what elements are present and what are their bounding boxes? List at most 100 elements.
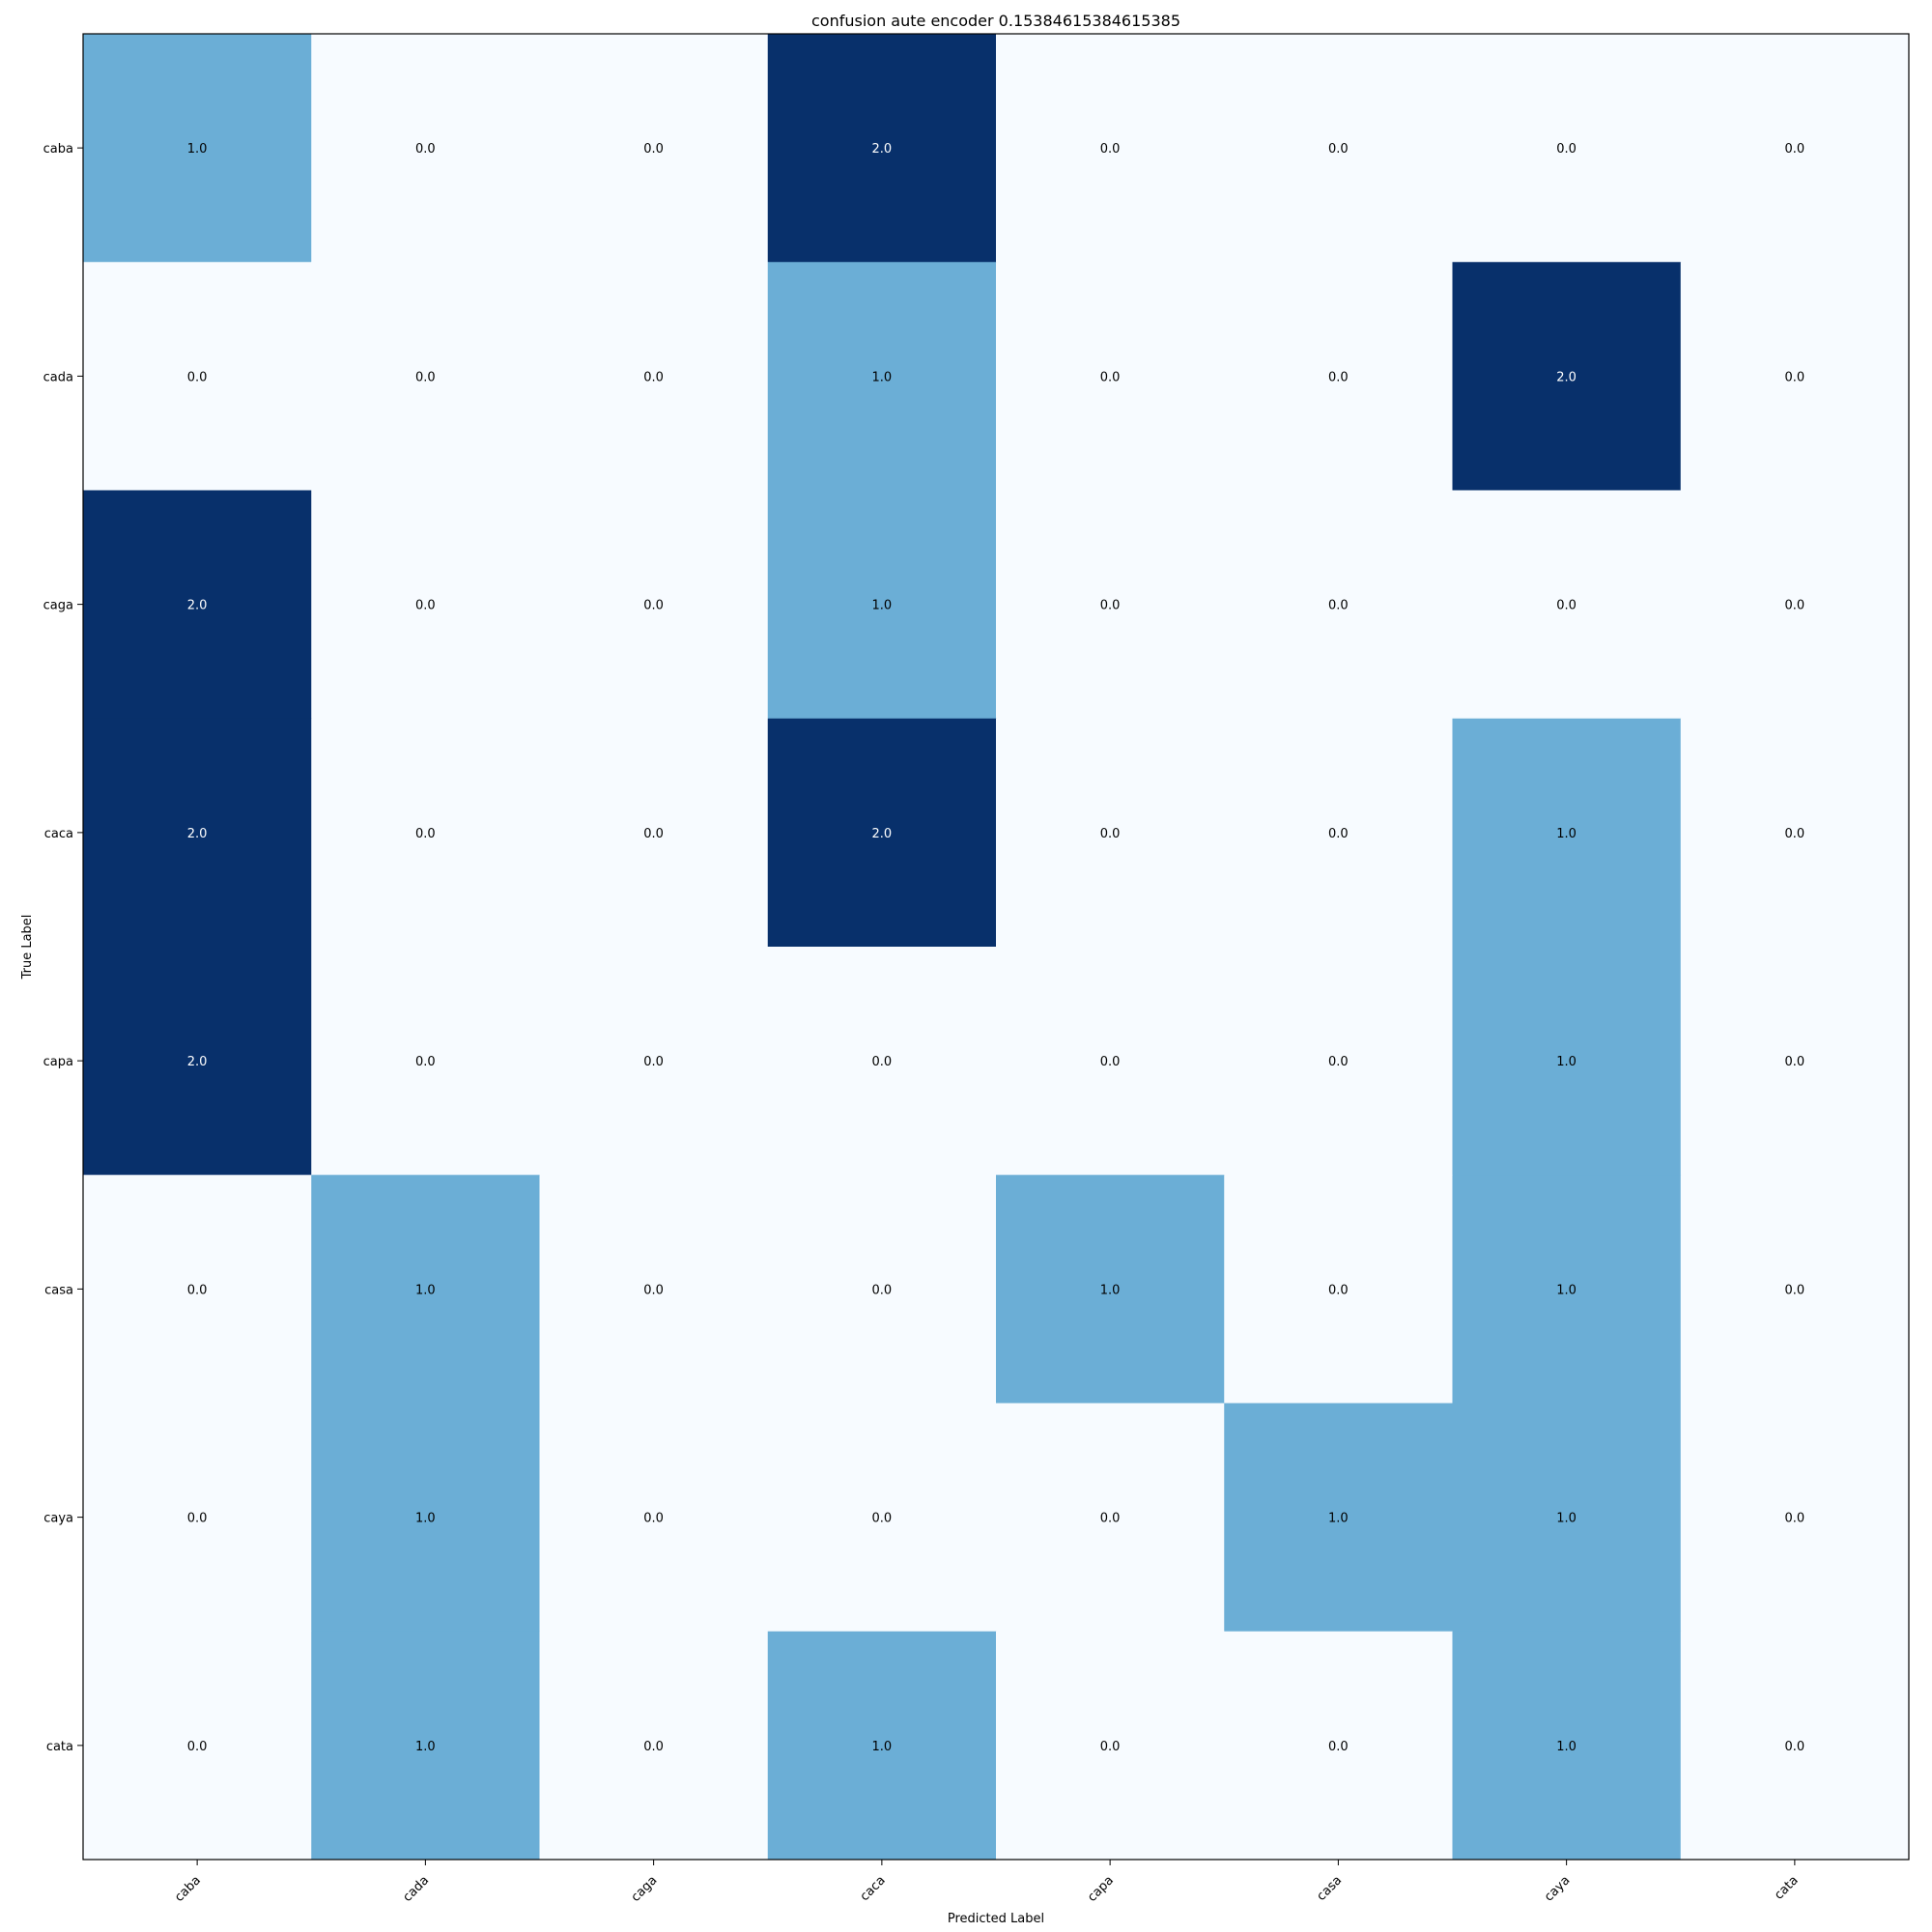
heatmap-cells: 1.0 0.0 0.0 2.0 0.0 0.0 0.0 0.0 0.0 0.0 0.0 1.0 0.0 0… (83, 34, 1910, 1861)
heatmap-cell (1680, 1631, 1910, 1861)
cell-value-label: 0.0 (1556, 599, 1577, 613)
cell-value-label: 0.0 (1785, 1055, 1805, 1069)
heatmap-cell (539, 262, 769, 491)
cell-value-label: 0.0 (643, 1740, 664, 1754)
y-tick-label: cata (46, 1740, 73, 1754)
cell-value-label: 1.0 (872, 599, 893, 613)
cell-value-label: 0.0 (415, 1055, 436, 1069)
heatmap-cell (1680, 262, 1910, 491)
cell-value-label: 0.0 (1785, 370, 1805, 384)
x-tick-label: capa (1085, 1873, 1117, 1905)
plot-frame (82, 33, 1910, 1861)
heatmap-cell (767, 34, 997, 263)
cell-value-label: 0.0 (187, 1740, 208, 1754)
heatmap-cell (1224, 262, 1453, 491)
cell-value-label: 0.0 (872, 1055, 893, 1069)
cell-value-label: 0.0 (643, 1283, 664, 1297)
heatmap-cell (83, 947, 312, 1176)
heatmap-cell (311, 34, 540, 263)
heatmap-cell (996, 947, 1225, 1176)
heatmap-cell (767, 490, 997, 720)
cell-value-label: 1.0 (1328, 1512, 1349, 1526)
cell-value-label: 2.0 (872, 142, 893, 156)
heatmap-cell (767, 947, 997, 1176)
x-axis-label: Predicted Label (948, 1912, 1044, 1926)
heatmap-cell (1452, 718, 1682, 948)
cell-value-label: 0.0 (872, 1283, 893, 1297)
cell-value-label: 1.0 (1556, 1512, 1577, 1526)
heatmap-cell (1224, 490, 1453, 720)
cell-value-label: 0.0 (1785, 1512, 1805, 1526)
heatmap-cell (1452, 1175, 1682, 1404)
x-tick-label: cata (1772, 1873, 1802, 1903)
cell-value-label: 0.0 (1785, 1740, 1805, 1754)
heatmap-cell (1224, 947, 1453, 1176)
cell-value-label: 1.0 (1100, 1283, 1121, 1297)
y-axis-ticks: caba cada caga caca capa casa caya cata (43, 142, 83, 1754)
cell-value-label: 1.0 (1556, 1055, 1577, 1069)
heatmap-cell (539, 1175, 769, 1404)
heatmap-cell (1680, 490, 1910, 720)
cell-value-label: 1.0 (1556, 1283, 1577, 1297)
x-axis-ticks: caba cada caga caca capa casa caya cata (172, 1860, 1802, 1905)
cell-value-label: 0.0 (643, 599, 664, 613)
heatmap-cell (1224, 1175, 1453, 1404)
cell-value-label: 0.0 (415, 370, 436, 384)
cell-value-label: 1.0 (415, 1740, 436, 1754)
heatmap-cell (767, 262, 997, 491)
heatmap-cell (311, 1175, 540, 1404)
heatmap-cell (539, 947, 769, 1176)
y-axis-label: True Label (20, 915, 35, 980)
cell-value-label: 0.0 (1785, 827, 1805, 841)
heatmap-cell (996, 1403, 1225, 1633)
heatmap-cell (996, 718, 1225, 948)
heatmap-cell (83, 1403, 312, 1633)
heatmap-cell (539, 1631, 769, 1861)
heatmap-cell (539, 718, 769, 948)
cell-value-label: 1.0 (415, 1512, 436, 1526)
x-tick-label: caya (1542, 1873, 1573, 1904)
cell-value-label: 2.0 (187, 599, 208, 613)
x-tick-label: caba (172, 1873, 204, 1905)
cell-value-label: 0.0 (1785, 142, 1805, 156)
cell-value-label: 0.0 (1328, 370, 1349, 384)
heatmap-cell (1680, 947, 1910, 1176)
y-tick-label: caca (44, 827, 73, 841)
heatmap-cell (311, 1403, 540, 1633)
heatmap-cell (539, 1403, 769, 1633)
x-tick-label: caca (858, 1873, 889, 1904)
heatmap-cell (1680, 1403, 1910, 1633)
heatmap-cell (1452, 1631, 1682, 1861)
heatmap-cell (996, 490, 1225, 720)
heatmap-cell (1452, 1403, 1682, 1633)
cell-value-label: 0.0 (415, 599, 436, 613)
chart-title: confusion aute encoder 0.153846153846153… (811, 12, 1180, 30)
cell-value-label: 0.0 (1100, 142, 1121, 156)
cell-value-label: 1.0 (415, 1283, 436, 1297)
cell-value-label: 0.0 (415, 827, 436, 841)
y-tick-label: capa (43, 1055, 73, 1069)
heatmap-cell (311, 947, 540, 1176)
y-tick-label: caya (43, 1512, 73, 1526)
heatmap-cell (83, 1175, 312, 1404)
heatmap-cell (767, 1403, 997, 1633)
cell-value-label: 0.0 (643, 370, 664, 384)
cell-value-label: 0.0 (1100, 1740, 1121, 1754)
y-tick-label: caga (43, 599, 73, 613)
heatmap-cell (311, 718, 540, 948)
heatmap-cell (311, 1631, 540, 1861)
cell-value-label: 0.0 (1785, 599, 1805, 613)
heatmap-cell (83, 1631, 312, 1861)
cell-value-label: 0.0 (1328, 142, 1349, 156)
cell-value-label: 0.0 (1100, 1512, 1121, 1526)
cell-value-label: 0.0 (1785, 1283, 1805, 1297)
cell-value-label: 2.0 (187, 827, 208, 841)
cell-value-label: 1.0 (1556, 1740, 1577, 1754)
heatmap-cell (1452, 262, 1682, 491)
heatmap-cell (1680, 34, 1910, 263)
heatmap-cell (996, 1175, 1225, 1404)
heatmap-cell (311, 262, 540, 491)
heatmap-cell (767, 718, 997, 948)
cell-value-label: 2.0 (1556, 370, 1577, 384)
